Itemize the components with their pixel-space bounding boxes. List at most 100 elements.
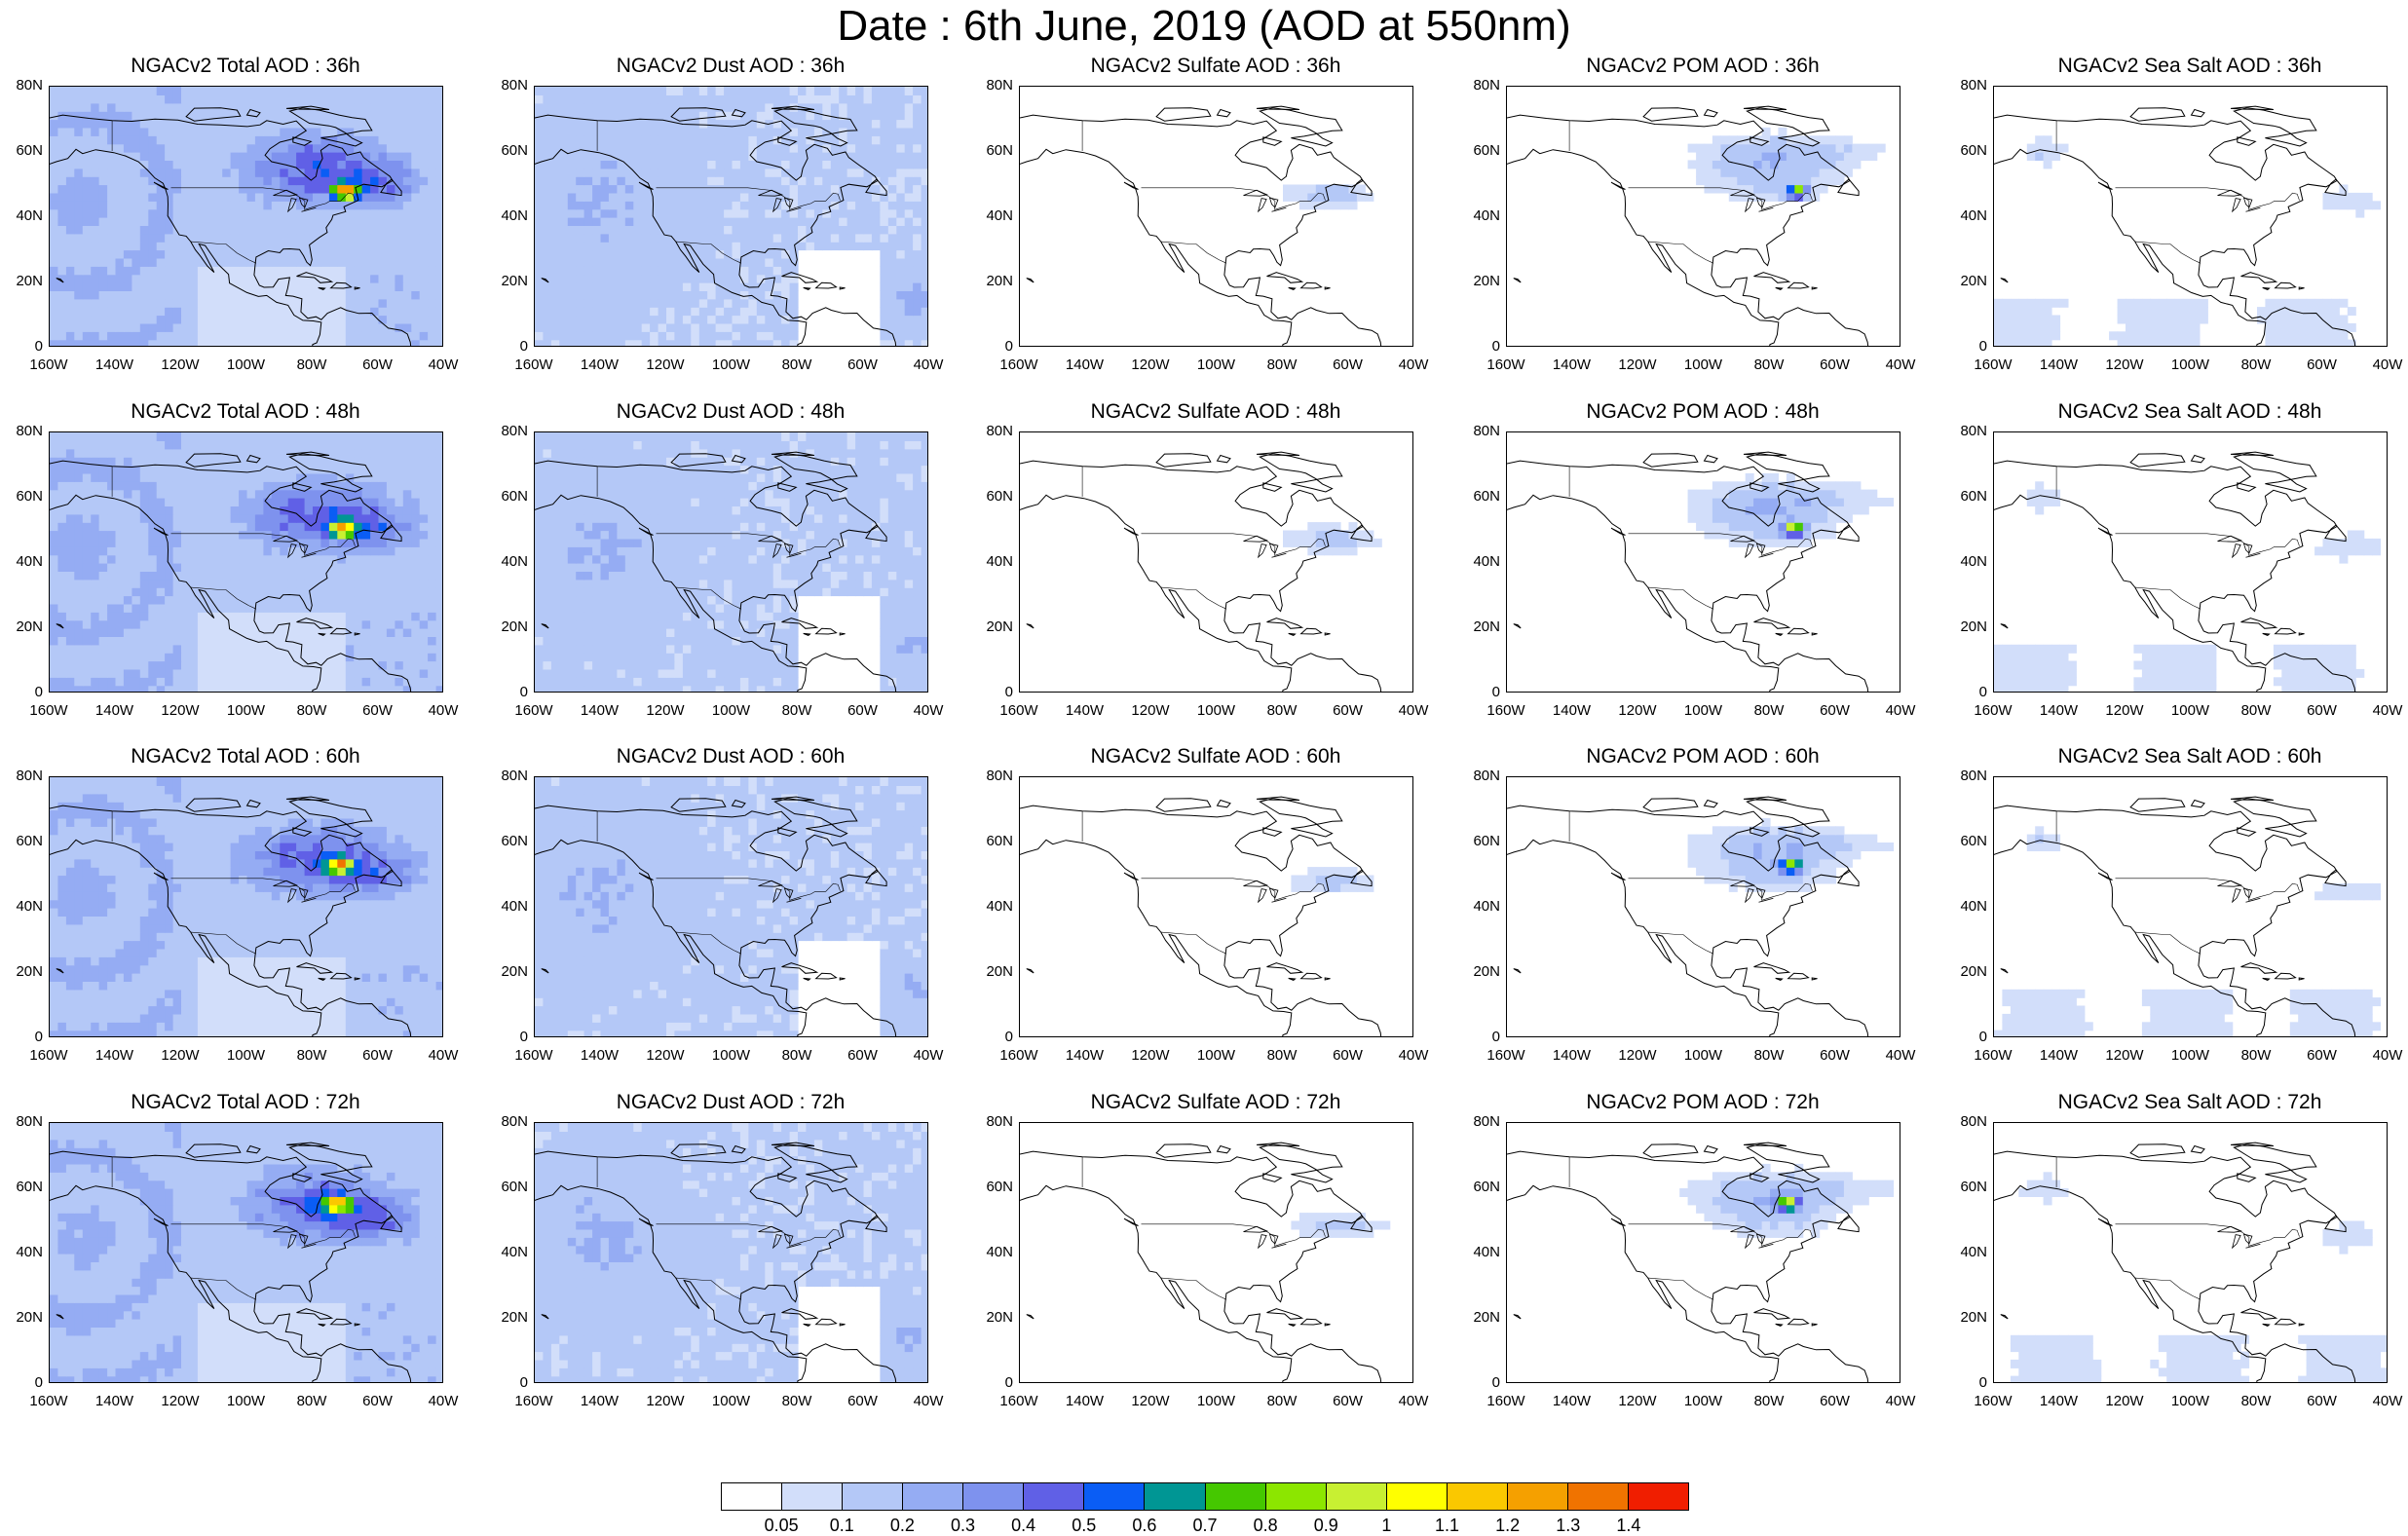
aod-cell (1696, 144, 1705, 153)
aod-cell (683, 234, 692, 243)
aod-cell (165, 87, 173, 95)
aod-cell (83, 282, 92, 291)
aod-cell (181, 669, 190, 678)
aod-cell (403, 466, 412, 474)
aod-cell (880, 193, 888, 202)
aod-cell (354, 160, 362, 169)
aod-cell (74, 686, 83, 693)
aod-cell (239, 653, 247, 661)
aod-cell (395, 571, 403, 580)
aod-cell (329, 645, 338, 654)
aod-cell (592, 323, 601, 332)
aod-cell (1340, 201, 1349, 209)
aod-cell (1696, 160, 1705, 169)
aod-cell (74, 457, 83, 466)
aod-cell (124, 628, 132, 637)
aod-cell (740, 234, 749, 243)
aod-cell (337, 677, 346, 686)
aod-cell (428, 620, 436, 629)
aod-cell (2314, 323, 2323, 332)
aod-cell (272, 514, 281, 523)
aod-cell (189, 201, 198, 209)
aod-cell (214, 669, 223, 678)
aod-cell (247, 282, 256, 291)
aod-cell (765, 176, 773, 185)
aod-cell (436, 169, 443, 177)
aod-cell (255, 481, 264, 490)
aod-cell (346, 645, 355, 654)
aod-cell (370, 514, 379, 523)
aod-cell (2175, 340, 2184, 347)
aod-cell (2200, 316, 2208, 324)
aod-cell (420, 555, 429, 564)
aod-cell (609, 103, 618, 112)
aod-cell (74, 587, 83, 596)
aod-cell (633, 94, 642, 103)
aod-cell (132, 546, 140, 555)
aod-cell (411, 275, 420, 283)
aod-cell (1737, 169, 1746, 177)
aod-cell (99, 498, 108, 506)
aod-cell (329, 686, 338, 693)
aod-cell (387, 677, 395, 686)
aod-cell (683, 290, 692, 299)
aod-cell (148, 498, 157, 506)
aod-cell (132, 636, 140, 645)
aod-cell (683, 176, 692, 185)
aod-cell (666, 87, 675, 95)
aod-cell (387, 604, 395, 613)
aod-cell (231, 677, 240, 686)
lat-tick-label: 80N (485, 77, 528, 94)
aod-cell (140, 669, 149, 678)
aod-cell (107, 169, 116, 177)
aod-cell (872, 234, 881, 243)
aod-cell (83, 258, 92, 267)
aod-cell (214, 94, 223, 103)
aod-cell (379, 466, 388, 474)
aod-cell (428, 677, 436, 686)
aod-cell (2150, 307, 2159, 316)
aod-cell (354, 686, 362, 693)
aod-cell (99, 661, 108, 670)
aod-cell (66, 546, 75, 555)
aod-cell (403, 275, 412, 283)
aod-cell (864, 128, 873, 136)
aod-cell (403, 266, 412, 275)
aod-cell (222, 258, 231, 267)
aod-cell (206, 144, 214, 153)
aod-cell (231, 490, 240, 499)
aod-cell (814, 242, 823, 250)
aod-cell (57, 636, 66, 645)
aod-cell (198, 481, 207, 490)
aod-cell (66, 128, 75, 136)
aod-cell (420, 94, 429, 103)
aod-cell (872, 201, 881, 209)
aod-cell (1705, 169, 1713, 177)
aod-cell (822, 152, 831, 161)
aod-cell (535, 103, 544, 112)
aod-cell (99, 120, 108, 129)
aod-cell (181, 661, 190, 670)
aod-cell (337, 340, 346, 347)
aod-cell (387, 473, 395, 482)
aod-cell (148, 275, 157, 283)
aod-cell (305, 473, 314, 482)
aod-cell (699, 144, 708, 153)
aod-cell (855, 152, 864, 161)
aod-cell (411, 604, 420, 613)
aod-cell (57, 120, 66, 129)
aod-cell (247, 135, 256, 144)
aod-cell (198, 160, 207, 169)
aod-cell (255, 234, 264, 243)
aod-cell (83, 340, 92, 347)
aod-cell (1762, 152, 1771, 161)
aod-cell (288, 571, 297, 580)
aod-cell (57, 466, 66, 474)
aod-cell (198, 193, 207, 202)
aod-cell (411, 176, 420, 185)
aod-cell (320, 473, 329, 482)
aod-cell (116, 266, 125, 275)
aod-cell (387, 160, 395, 169)
aod-cell (576, 103, 584, 112)
aod-cell (535, 144, 544, 153)
